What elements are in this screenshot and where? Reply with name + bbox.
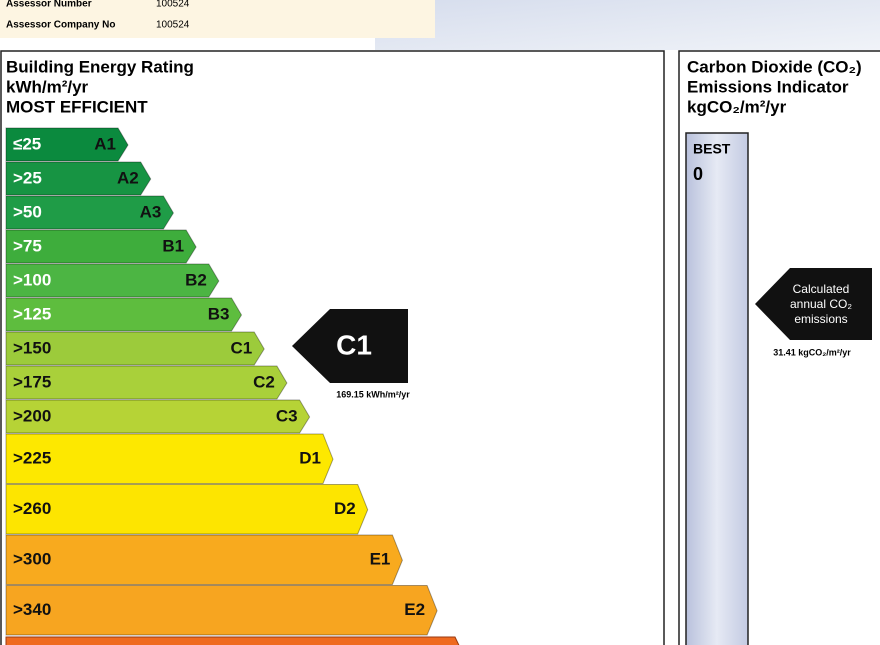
band-range: >200 [13,406,51,425]
company-label: Assessor Company No [6,20,115,31]
band [5,229,197,264]
ber-unit: kWh/m²/yr [6,77,89,96]
band [5,263,220,298]
ber-subtitle: MOST EFFICIENT [6,97,148,116]
band [5,484,369,535]
band-grade: B3 [208,304,230,323]
band [5,534,403,585]
best-label: BEST [693,141,731,157]
band [5,297,243,332]
background-image [375,0,880,50]
band-range: >175 [13,372,51,391]
band-grade: A1 [94,134,116,153]
band-scale: ≤25 A1 >25 A2 >50 A3 >75 B1 >100 B2 >125 B3 >150 C1 >1… [5,127,438,636]
band [5,365,288,400]
ber-title: Building Energy Rating [6,57,194,76]
header-box [0,0,435,38]
co2-bar [685,132,749,645]
band-range: >260 [13,499,51,518]
band-grade: E2 [404,600,425,619]
band [5,433,334,484]
band-range: >50 [13,202,42,221]
band-grade: C2 [253,372,275,391]
band-range: >25 [13,168,42,187]
band-grade: C3 [276,406,298,425]
band-grade: B1 [162,236,184,255]
assessor-number-label: Assessor Number [6,0,92,10]
band [5,331,265,366]
rating-pointer [292,309,408,383]
band-range: ≤25 [13,134,41,153]
band-grade: D2 [334,499,356,518]
co2-unit: kgCO₂/m²/yr [687,97,787,116]
co2-title-1: Carbon Dioxide (CO₂) [687,57,862,76]
band [5,195,174,230]
band-grade: D1 [299,449,321,468]
band-range: >340 [13,600,51,619]
co2-pointer [755,268,872,340]
rating-grade: C1 [336,329,372,360]
band-range: >150 [13,338,51,357]
co2-pointer-line-1: Calculated [793,282,850,296]
company-number: 100524 [156,20,190,31]
band [5,399,311,434]
best-value: 0 [693,164,703,184]
band-range: >225 [13,449,51,468]
band [5,161,152,196]
rating-value: 169.15 kWh/m²/yr [336,389,410,399]
co2-title-2: Emissions Indicator [687,77,849,96]
band-range: >300 [13,550,51,569]
assessor-number: 100524 [156,0,190,10]
band-range: >125 [13,304,51,323]
band-grade: A2 [117,168,139,187]
band-grade: E1 [370,550,391,569]
co2-value: 31.41 kgCO₂/m²/yr [773,347,851,357]
band-range: >75 [13,236,42,255]
band-partial [5,636,460,645]
band-grade: A3 [140,202,162,221]
co2-pointer-line-2: annual CO₂ [790,297,852,311]
band [5,127,129,162]
band-grade: B2 [185,270,207,289]
band-grade: C1 [230,338,252,357]
band [5,585,438,636]
co2-pointer-line-3: emissions [794,312,847,326]
band-range: >100 [13,270,51,289]
